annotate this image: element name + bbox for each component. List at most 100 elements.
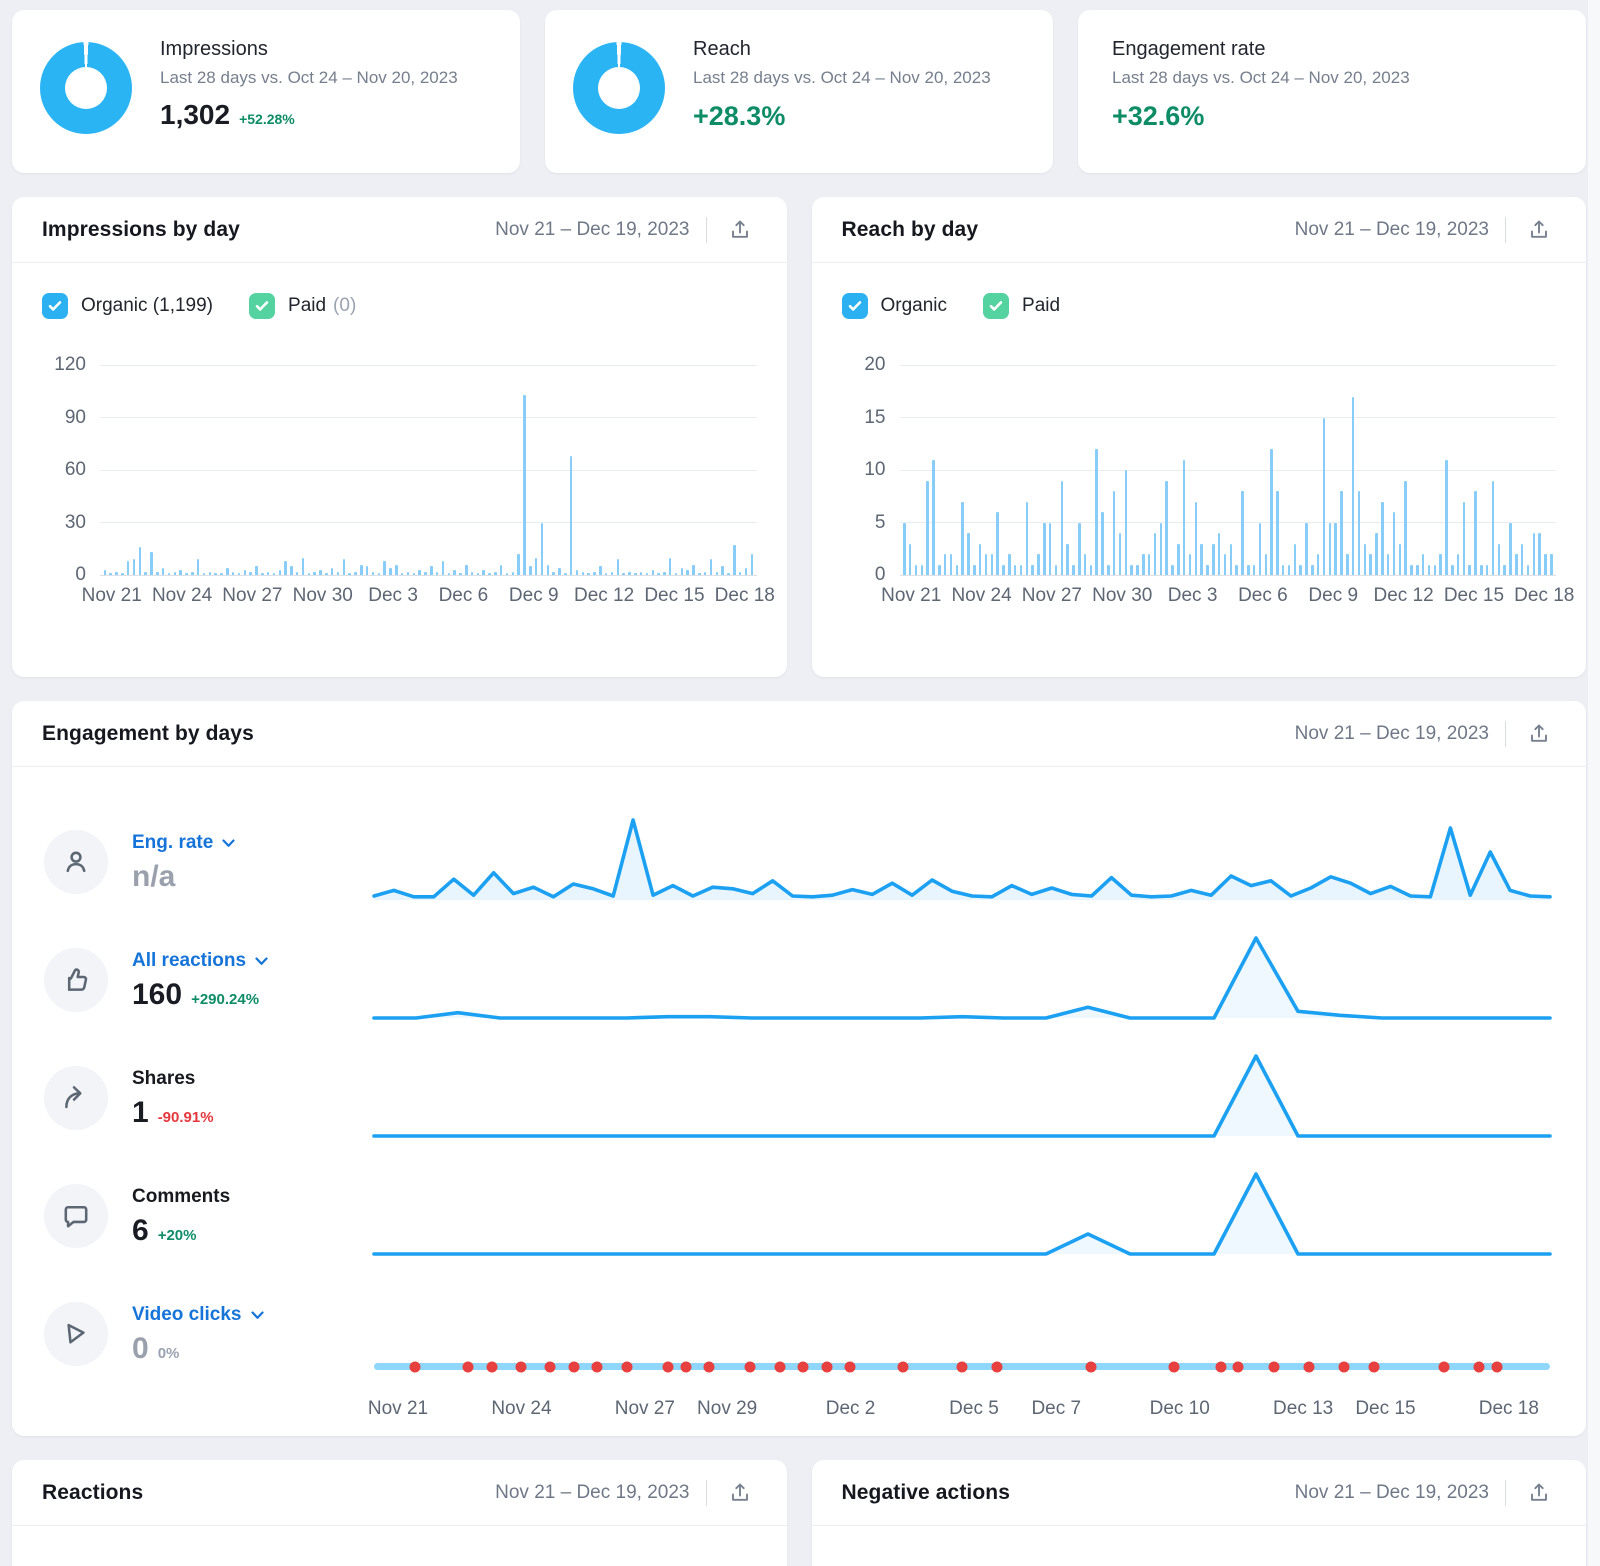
kpi-card-engagement-rate: Engagement rate Last 28 days vs. Oct 24 … xyxy=(1078,10,1586,173)
video-clicks-metric-selector[interactable]: Video clicks xyxy=(132,1304,264,1326)
video-click-dot xyxy=(1338,1361,1350,1372)
export-icon xyxy=(731,220,748,238)
legend: Organic Paid xyxy=(841,293,1557,319)
export-button[interactable] xyxy=(1522,1476,1556,1510)
card-title: Engagement by days xyxy=(42,721,254,745)
comments-sparkline xyxy=(374,1166,1550,1266)
thumbs-up-icon xyxy=(44,948,108,1012)
kpi-delta: +52.28% xyxy=(239,110,295,127)
legend-label: Organic (1,199) xyxy=(81,295,214,316)
legend-label: Organic xyxy=(880,295,948,316)
export-button[interactable] xyxy=(723,213,757,247)
shares-metric-label: Shares xyxy=(132,1068,214,1090)
video-click-dot xyxy=(409,1361,421,1372)
video-click-dot xyxy=(680,1361,692,1372)
all-reactions-metric-selector[interactable]: All reactions xyxy=(132,950,268,972)
metric-value: 6 xyxy=(132,1214,149,1247)
kpi-delta: +28.3% xyxy=(693,100,786,131)
date-range: Nov 21 – Dec 19, 2023 xyxy=(1294,218,1489,240)
checkbox-checked-icon[interactable] xyxy=(841,293,868,319)
impressions-donut-chart xyxy=(40,42,132,134)
video-click-dot xyxy=(1168,1361,1180,1372)
metric-value: 160 xyxy=(132,978,183,1011)
video-click-dot xyxy=(1368,1361,1380,1372)
chevron-down-icon xyxy=(255,956,268,965)
kpi-subtitle: Last 28 days vs. Oct 24 – Nov 20, 2023 xyxy=(160,68,458,87)
chevron-down-icon xyxy=(222,838,235,847)
export-button[interactable] xyxy=(723,1476,757,1510)
metric-label: Comments xyxy=(132,1186,231,1207)
card-title: Reactions xyxy=(42,1480,144,1504)
eng-rate-sparkline xyxy=(374,812,1550,912)
checkbox-checked-icon[interactable] xyxy=(983,293,1010,319)
video-click-dot xyxy=(1215,1361,1227,1372)
video-click-dot xyxy=(462,1361,474,1372)
legend-item-organic[interactable]: Organic (1,199) xyxy=(42,293,213,319)
video-click-dot xyxy=(774,1361,786,1372)
video-click-dot xyxy=(621,1361,633,1372)
video-click-dot xyxy=(662,1361,674,1372)
video-click-dot xyxy=(486,1361,498,1372)
kpi-subtitle: Last 28 days vs. Oct 24 – Nov 20, 2023 xyxy=(1112,68,1410,87)
comment-icon xyxy=(44,1184,108,1248)
video-click-dot xyxy=(844,1361,856,1372)
video-click-dot xyxy=(744,1361,756,1372)
engagement-row-comments: Comments 6 +20% xyxy=(44,1157,1550,1275)
video-click-dot xyxy=(1303,1361,1315,1372)
card-title: Negative actions xyxy=(841,1480,1010,1504)
card-title: Reach by day xyxy=(841,217,979,241)
engagement-row-shares: Shares 1 -90.91% xyxy=(44,1039,1550,1157)
engagement-row-all-reactions: All reactions 160 +290.24% xyxy=(44,921,1550,1039)
scrollbar-track[interactable] xyxy=(1588,0,1600,1566)
video-click-dot xyxy=(1232,1361,1244,1372)
engagement-row-eng-rate: Eng. rate n/a xyxy=(44,803,1550,921)
video-click-dot xyxy=(591,1361,603,1372)
date-range: Nov 21 – Dec 19, 2023 xyxy=(1294,722,1489,744)
video-click-dot xyxy=(515,1361,527,1372)
footer-cards-row: Reactions Nov 21 – Dec 19, 2023 Negative… xyxy=(12,1460,1586,1566)
checkbox-checked-icon[interactable] xyxy=(42,293,68,319)
metric-label: Eng. rate xyxy=(132,832,214,853)
video-click-dot xyxy=(991,1361,1003,1372)
comments-metric-label: Comments xyxy=(132,1186,230,1208)
export-button[interactable] xyxy=(1522,717,1556,751)
video-click-dot xyxy=(568,1361,580,1372)
export-button[interactable] xyxy=(1522,213,1556,247)
person-icon xyxy=(44,830,108,894)
export-icon xyxy=(1531,724,1547,742)
engagement-row-video-clicks: Video clicks 0 0% xyxy=(44,1275,1550,1393)
legend-item-organic[interactable]: Organic xyxy=(841,293,948,319)
legend-item-paid[interactable]: Paid (0) xyxy=(249,293,356,319)
checkbox-checked-icon[interactable] xyxy=(249,293,276,319)
legend: Organic (1,199) Paid (0) xyxy=(42,293,757,319)
metric-value: 1 xyxy=(132,1096,149,1129)
video-click-dot xyxy=(1438,1361,1450,1372)
date-range: Nov 21 – Dec 19, 2023 xyxy=(495,218,690,240)
kpi-title: Impressions xyxy=(160,38,268,60)
divider xyxy=(1505,216,1506,243)
legend-item-paid[interactable]: Paid xyxy=(983,293,1060,319)
export-icon xyxy=(1531,220,1547,238)
date-range: Nov 21 – Dec 19, 2023 xyxy=(1294,1481,1489,1503)
all-reactions-sparkline xyxy=(374,930,1550,1030)
metric-value: n/a xyxy=(132,860,176,893)
card-title: Impressions by day xyxy=(42,217,240,241)
eng-rate-metric-selector[interactable]: Eng. rate xyxy=(132,832,235,854)
video-click-dot xyxy=(703,1361,715,1372)
export-icon xyxy=(731,1483,748,1501)
reach-bar-chart: 20 15 10 5 0 Nov 21 Nov 24 Nov 27 Nov 30 Dec 3 Dec… xyxy=(864,354,1575,606)
engagement-by-days-card: Engagement by days Nov 21 – Dec 19, 2023 xyxy=(12,701,1586,1436)
divider xyxy=(1505,1479,1506,1506)
divider xyxy=(1505,720,1506,747)
metric-delta: +20% xyxy=(157,1227,197,1244)
video-click-dot xyxy=(797,1361,809,1372)
metric-label: Video clicks xyxy=(132,1304,242,1325)
reactions-card: Reactions Nov 21 – Dec 19, 2023 xyxy=(12,1460,787,1566)
metric-value: 0 xyxy=(132,1332,149,1365)
reach-by-day-card: Reach by day Nov 21 – Dec 19, 2023 Orga xyxy=(811,197,1586,677)
share-icon xyxy=(44,1066,108,1130)
legend-count: (0) xyxy=(333,295,357,316)
bars xyxy=(102,365,755,575)
